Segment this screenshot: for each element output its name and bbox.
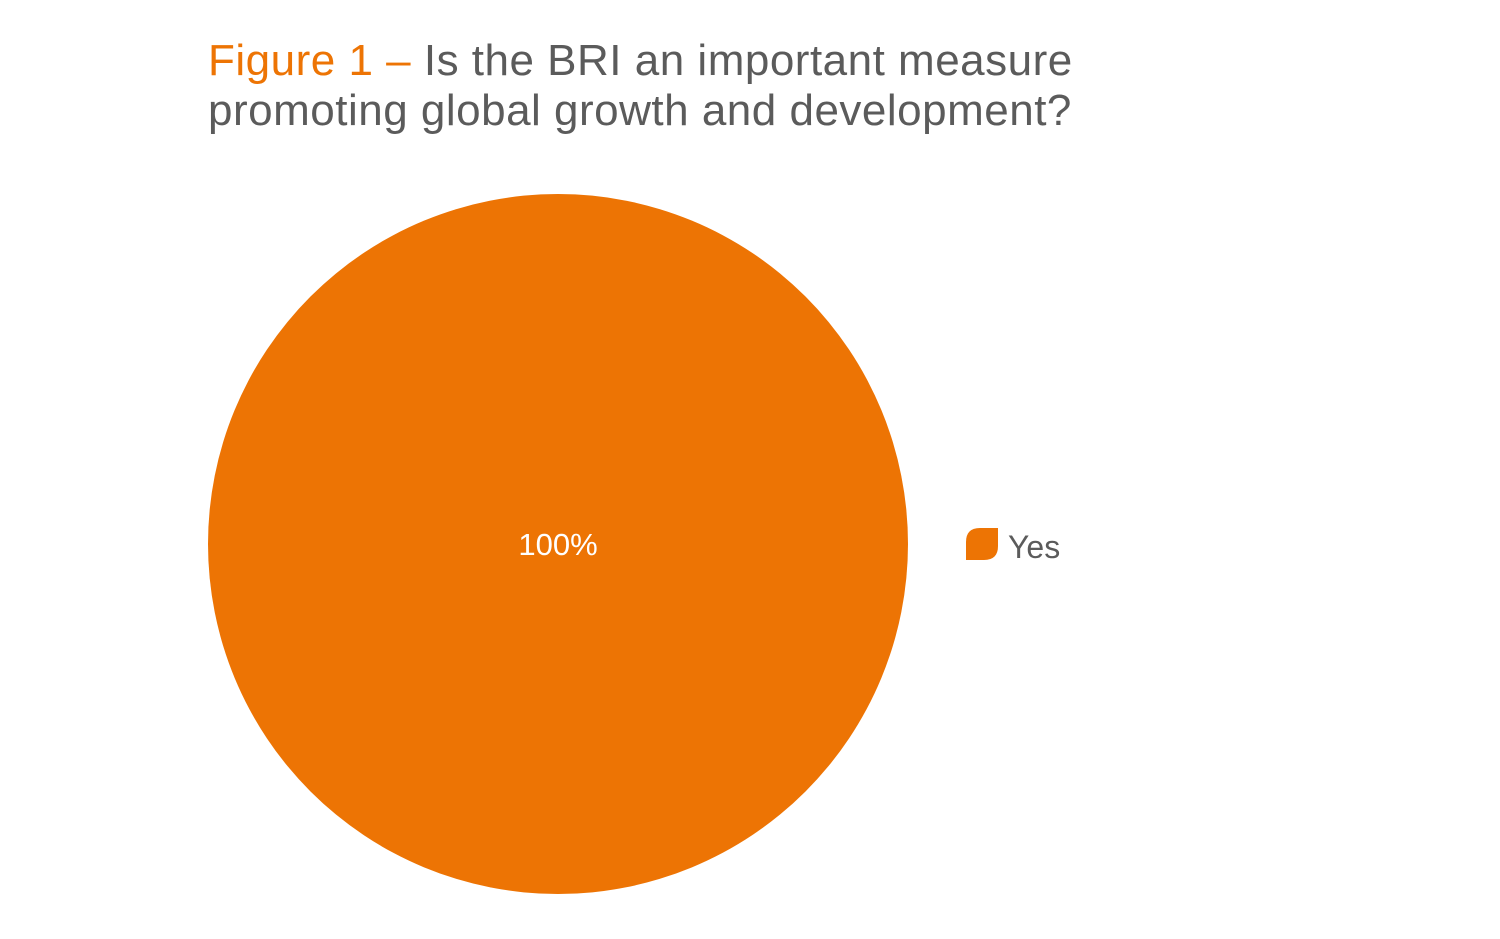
pie-slices bbox=[208, 194, 908, 894]
chart-legend: Yes bbox=[966, 528, 1060, 565]
figure-title-line-1: Figure 1 – Is the BRI an important measu… bbox=[208, 36, 1308, 86]
legend-swatch bbox=[966, 528, 998, 560]
figure-question-line-2: promoting global growth and development? bbox=[208, 86, 1072, 135]
legend-label: Yes bbox=[1008, 529, 1060, 565]
pie-slice-yes bbox=[208, 194, 908, 894]
figure-label: Figure 1 bbox=[208, 36, 374, 85]
figure-question-line-1: Is the BRI an important measure bbox=[423, 36, 1073, 85]
figure-title: Figure 1 – Is the BRI an important measu… bbox=[208, 36, 1308, 136]
pie-data-labels: 100% bbox=[518, 527, 597, 562]
figure-separator: – bbox=[373, 36, 424, 85]
pie-data-label: 100% bbox=[518, 527, 597, 562]
